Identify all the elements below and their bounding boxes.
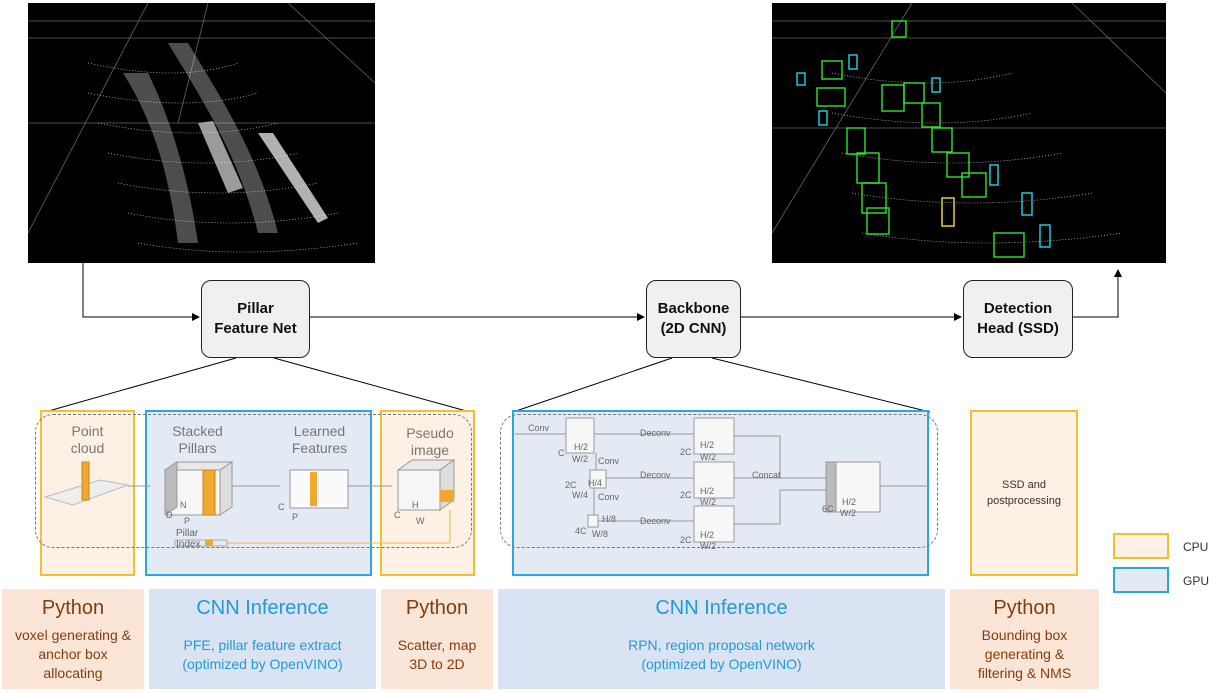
- panel-desc: Scatter, map 3D to 2D: [397, 637, 477, 672]
- rpn-out1-w: W/2: [700, 452, 717, 462]
- pillar-diagram-drawing: [43, 459, 456, 547]
- stacked-pillars-label: Stacked Pillars: [172, 423, 223, 456]
- panel-desc: RPN, region proposal network (optimized …: [628, 637, 815, 672]
- rpn-deconv-3: Deconv: [640, 516, 671, 526]
- panel-title: Python: [993, 597, 1056, 619]
- rpn-out3-c: 2C: [680, 535, 692, 545]
- rpn-h2: H/2: [574, 442, 589, 452]
- rpn-h4: H/4: [588, 478, 603, 488]
- panel-python-scatter: Python Scatter, map 3D to 2D: [381, 589, 493, 689]
- point-cloud-render: [28, 3, 375, 253]
- rpn-out2-w: W/2: [700, 497, 717, 507]
- rpn-out3-h: H/2: [700, 530, 715, 540]
- rpn-conv-1: Conv: [528, 423, 550, 433]
- panel-python-bbox: Python Bounding box generating & filteri…: [950, 589, 1099, 689]
- rpn-out1-c: 2C: [680, 447, 692, 457]
- panel-title: CNN Inference: [655, 597, 788, 619]
- legend-cpu-swatch: [1113, 533, 1169, 559]
- rpn-deconv-2: Deconv: [640, 470, 671, 480]
- dim-h: H: [412, 500, 419, 510]
- rpn-concat: Concat: [752, 470, 781, 480]
- rpn-4c: 4C: [575, 526, 587, 536]
- panel-cnn-rpn: CNN Inference RPN, region proposal netwo…: [498, 589, 945, 689]
- backbone-node: Backbone (2D CNN): [646, 280, 741, 358]
- point-cloud-label: Point cloud: [70, 423, 105, 456]
- rpn-dashed-frame: [500, 414, 938, 548]
- legend-gpu-swatch: [1113, 567, 1169, 593]
- rpn-out3-w: W/2: [700, 541, 717, 551]
- dim-w: W: [416, 516, 425, 526]
- legend-cpu-label: CPU: [1183, 540, 1209, 554]
- rpn-c: C: [558, 448, 565, 458]
- rpn-w8: W/8: [592, 529, 609, 539]
- dim-c2: C: [394, 510, 401, 520]
- rpn-w2: W/2: [572, 454, 589, 464]
- panel-desc: voxel generating & anchor box allocating: [15, 627, 131, 681]
- panel-python-voxel: Python voxel generating & anchor box all…: [2, 589, 144, 689]
- panel-cnn-pfe: CNN Inference PFE, pillar feature extrac…: [149, 589, 376, 689]
- dim-c: C: [278, 502, 285, 512]
- rpn-conv-2: Conv: [598, 456, 620, 466]
- learned-features-label: Learned Features: [291, 423, 348, 456]
- rpn-out1-h: H/2: [700, 440, 715, 450]
- rpn-final-h: H/2: [842, 497, 857, 507]
- dim-p: P: [184, 516, 191, 526]
- pillar-index-label: Pillar Index: [176, 528, 201, 550]
- pillar-feature-net-node: Pillar Feature Net: [201, 280, 310, 358]
- ssd-label: SSD and postprocessing: [987, 479, 1061, 507]
- rpn-h8: H/8: [602, 514, 617, 524]
- dim-p2: P: [292, 512, 299, 522]
- panel-desc: Bounding box generating & filtering & NM…: [977, 627, 1072, 681]
- panel-title: CNN Inference: [196, 597, 329, 619]
- detections-render: [772, 3, 1166, 258]
- dim-n: N: [180, 500, 187, 510]
- pseudo-image-label: Pseudo image: [406, 425, 454, 458]
- rpn-final-w: W/2: [840, 508, 857, 518]
- panel-desc: PFE, pillar feature extract (optimized b…: [182, 637, 343, 672]
- rpn-out2-h: H/2: [700, 486, 715, 496]
- output-detections-image: [772, 3, 1166, 263]
- input-point-cloud-image: [28, 3, 375, 263]
- panel-title: Python: [405, 597, 469, 619]
- detection-head-node: Detection Head (SSD): [963, 280, 1073, 358]
- rpn-deconv-1: Deconv: [640, 428, 671, 438]
- rpn-final-c: 6C: [822, 504, 834, 514]
- rpn-2c: 2C: [565, 480, 577, 490]
- rpn-out2-c: 2C: [680, 490, 692, 500]
- rpn-diagram-drawing: [515, 417, 930, 543]
- dim-d: D: [166, 510, 173, 520]
- rpn-conv-3: Conv: [598, 492, 620, 502]
- cpu-region-ssd: SSD and postprocessing: [970, 410, 1078, 576]
- rpn-w4: W/4: [572, 490, 589, 500]
- legend-gpu-label: GPU: [1183, 574, 1210, 588]
- panel-title: Python: [41, 597, 105, 619]
- pillar-dashed-frame: [35, 414, 472, 548]
